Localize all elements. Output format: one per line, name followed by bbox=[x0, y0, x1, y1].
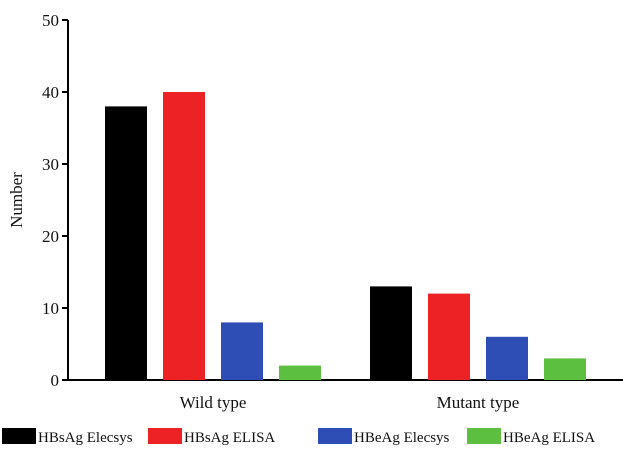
y-tick-label: 20 bbox=[42, 227, 59, 246]
legend-swatch bbox=[2, 428, 36, 444]
bar-hbsag-elecsys-mutant-type bbox=[370, 286, 412, 380]
y-tick-label: 50 bbox=[42, 11, 59, 30]
bar-hbeag-elecsys-wild-type bbox=[221, 322, 263, 380]
y-tick-label: 30 bbox=[42, 155, 59, 174]
legend-swatch bbox=[467, 428, 501, 444]
y-tick-label: 40 bbox=[42, 83, 59, 102]
bar-hbeag-elisa-mutant-type bbox=[544, 358, 586, 380]
bar-hbeag-elecsys-mutant-type bbox=[486, 337, 528, 380]
x-category-label: Wild type bbox=[180, 393, 247, 412]
bar-hbsag-elisa-wild-type bbox=[163, 92, 205, 380]
bar-hbsag-elisa-mutant-type bbox=[428, 294, 470, 380]
y-tick-label: 0 bbox=[51, 371, 60, 390]
legend-swatch bbox=[148, 428, 182, 444]
legend-label: HBsAg ELISA bbox=[184, 430, 275, 446]
y-tick-labels: 0 10 20 30 40 50 bbox=[42, 11, 59, 390]
bar-hbsag-elecsys-wild-type bbox=[105, 106, 147, 380]
x-category-label: Mutant type bbox=[437, 393, 520, 412]
legend: HBsAg Elecsys HBsAg ELISA HBeAg Elecsys HBe… bbox=[2, 428, 595, 446]
y-tick-label: 10 bbox=[42, 299, 59, 318]
legend-label: HBsAg Elecsys bbox=[38, 430, 133, 446]
bar-hbeag-elisa-wild-type bbox=[279, 366, 321, 380]
bars bbox=[105, 92, 586, 380]
y-axis-title: Number bbox=[7, 172, 26, 228]
legend-swatch bbox=[318, 428, 352, 444]
legend-label: HBeAg ELISA bbox=[503, 430, 595, 446]
legend-label: HBeAg Elecsys bbox=[354, 430, 450, 446]
x-category-labels: Wild type Mutant type bbox=[180, 393, 520, 412]
